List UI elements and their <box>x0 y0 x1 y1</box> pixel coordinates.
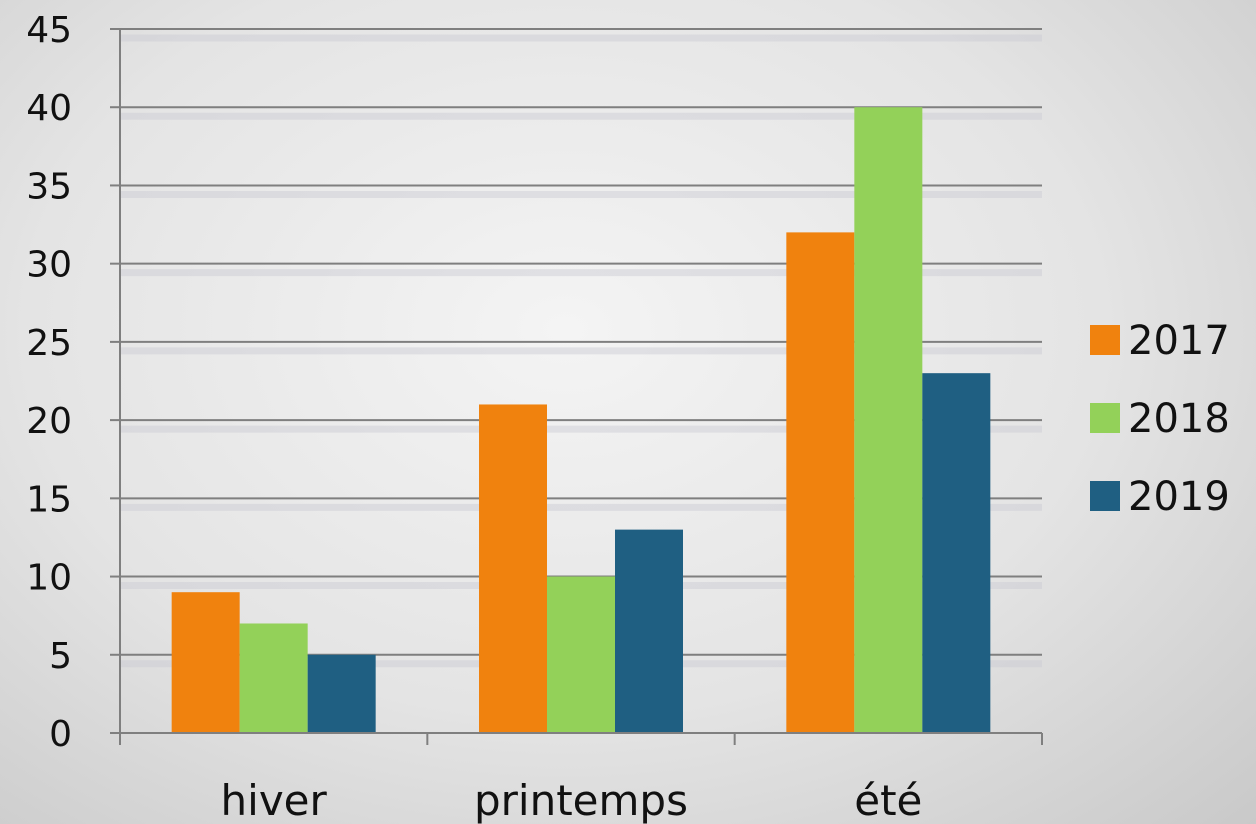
y-tick-label: 15 <box>26 479 72 520</box>
x-axis-category-labels: hiver printemps été <box>221 776 923 824</box>
x-category-label: hiver <box>221 776 328 824</box>
legend-swatch-2019 <box>1090 481 1120 511</box>
y-tick-label: 25 <box>26 323 72 364</box>
legend-label: 2018 <box>1128 396 1230 442</box>
x-category-label: printemps <box>474 776 688 824</box>
legend-label: 2019 <box>1128 474 1230 520</box>
bar-2019-été <box>922 373 991 733</box>
y-axis-tick-labels: 0 5 10 15 20 25 30 35 40 45 <box>26 10 72 755</box>
y-tick-label: 45 <box>26 10 72 51</box>
y-tick-label: 35 <box>26 166 72 207</box>
bars <box>171 107 991 733</box>
bar-2018-printemps <box>547 576 615 733</box>
bar-2019-hiver <box>307 654 376 733</box>
y-tick-label: 20 <box>26 401 72 442</box>
y-tick-label: 10 <box>26 558 72 599</box>
axes <box>110 28 1043 745</box>
bar-2018-été <box>854 107 923 733</box>
y-tick-label: 0 <box>49 714 72 755</box>
legend-swatch-2017 <box>1090 325 1120 355</box>
legend-swatch-2018 <box>1090 403 1120 433</box>
bar-2018-hiver <box>239 623 308 733</box>
y-tick-label: 30 <box>26 245 72 286</box>
bar-2017-printemps <box>479 404 547 733</box>
y-tick-label: 40 <box>26 88 72 129</box>
legend: 2017 2018 2019 <box>1090 318 1230 520</box>
bar-2017-hiver <box>171 592 240 733</box>
y-tick-label: 5 <box>49 636 72 677</box>
bar-2019-printemps <box>615 529 683 733</box>
bar-2017-été <box>786 232 855 733</box>
legend-label: 2017 <box>1128 318 1230 364</box>
x-category-label: été <box>854 776 922 824</box>
